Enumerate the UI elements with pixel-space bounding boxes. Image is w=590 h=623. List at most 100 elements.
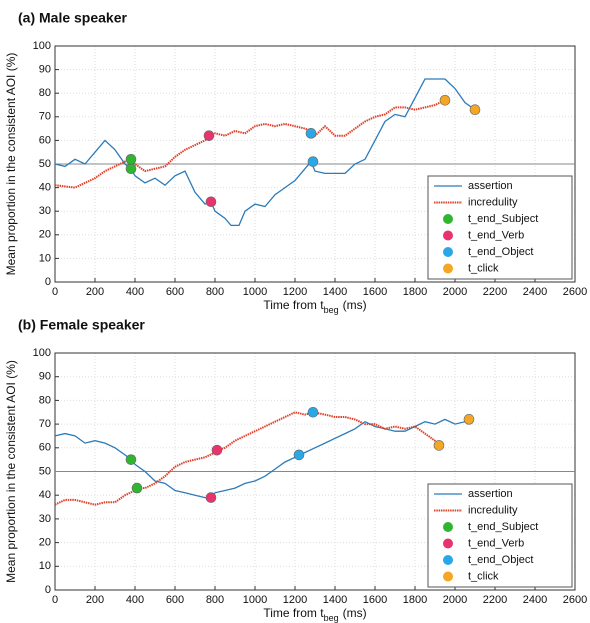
x-tick-label: 400 xyxy=(126,594,144,606)
event-marker xyxy=(125,153,137,165)
legend-swatch xyxy=(443,538,453,549)
event-marker xyxy=(305,128,317,139)
y-tick-label: 0 xyxy=(45,276,51,288)
event-marker xyxy=(433,440,445,451)
legend-swatch xyxy=(443,263,453,274)
y-tick-label: 40 xyxy=(39,489,51,501)
x-axis-label-main: Time from t xyxy=(263,298,324,312)
y-tick-label: 90 xyxy=(39,371,51,383)
y-tick-label: 30 xyxy=(39,513,51,525)
y-tick-label: 70 xyxy=(39,418,51,430)
y-tick-label: 0 xyxy=(45,584,51,596)
y-tick-label: 30 xyxy=(39,205,51,217)
x-tick-label: 2000 xyxy=(443,594,467,606)
event-marker xyxy=(307,156,319,167)
x-tick-label: 800 xyxy=(206,594,224,606)
y-tick-label: 50 xyxy=(39,465,51,477)
legend-swatch xyxy=(443,247,453,257)
legend-label: t_end_Verb xyxy=(468,229,524,241)
x-tick-label: 2600 xyxy=(563,286,587,298)
x-tick-label: 800 xyxy=(206,286,224,298)
x-tick-label: 0 xyxy=(52,286,58,298)
y-tick-label: 20 xyxy=(39,229,51,241)
y-tick-label: 10 xyxy=(39,560,51,572)
event-marker xyxy=(203,130,215,141)
y-tick-label: 80 xyxy=(39,394,51,406)
x-tick-label: 1200 xyxy=(283,594,307,606)
x-tick-label: 600 xyxy=(166,286,184,298)
legend-box xyxy=(427,483,573,588)
x-axis-label-main: Time from t xyxy=(263,606,324,620)
x-tick-label: 1000 xyxy=(243,286,267,298)
x-tick-label: 2600 xyxy=(563,594,587,606)
y-tick-label: 60 xyxy=(39,134,51,146)
legend-swatch xyxy=(443,555,453,565)
x-axis-label: Time from tbeg (ms) xyxy=(263,606,366,623)
legend-label: assertion xyxy=(468,180,513,192)
y-tick-label: 40 xyxy=(39,182,51,194)
legend-label: t_end_Verb xyxy=(468,537,524,549)
chart-title: (a) Male speaker xyxy=(18,10,127,26)
x-tick-label: 1400 xyxy=(323,286,347,298)
y-axis-label: Mean proportion in the consistent AOI (%… xyxy=(4,360,18,583)
legend-swatch xyxy=(443,571,453,582)
x-tick-label: 0 xyxy=(52,594,58,606)
legend-label: t_end_Subject xyxy=(468,521,538,533)
legend-label: t_end_Object xyxy=(468,246,533,258)
event-marker xyxy=(125,454,137,465)
x-axis-label-unit: (ms) xyxy=(343,606,367,620)
legend-box xyxy=(427,175,573,280)
x-tick-label: 1200 xyxy=(283,286,307,298)
legend-label: t_click xyxy=(468,570,499,582)
x-tick-label: 600 xyxy=(166,594,184,606)
event-marker xyxy=(131,482,143,494)
y-tick-label: 20 xyxy=(39,537,51,549)
event-marker xyxy=(307,406,319,418)
legend-label: assertion xyxy=(468,488,513,500)
x-tick-label: 1600 xyxy=(363,594,387,606)
x-tick-label: 1000 xyxy=(243,594,267,606)
event-marker xyxy=(211,444,223,456)
x-axis-label-sub: beg xyxy=(324,613,339,623)
y-tick-label: 100 xyxy=(33,40,51,52)
legend-swatch xyxy=(443,214,453,224)
legend-label: incredulity xyxy=(468,504,518,516)
y-tick-label: 100 xyxy=(33,347,51,359)
x-tick-label: 2000 xyxy=(443,286,467,298)
x-tick-label: 200 xyxy=(86,594,104,606)
event-marker xyxy=(293,449,305,461)
x-axis-label: Time from tbeg (ms) xyxy=(263,298,366,315)
y-tick-label: 60 xyxy=(39,442,51,454)
y-tick-label: 10 xyxy=(39,252,51,264)
legend-swatch xyxy=(443,522,453,532)
event-marker xyxy=(125,163,137,175)
y-tick-label: 90 xyxy=(39,64,51,76)
legend-label: t_end_Object xyxy=(468,554,533,566)
x-tick-label: 1400 xyxy=(323,594,347,606)
event-marker xyxy=(439,94,451,106)
x-tick-label: 2400 xyxy=(523,286,547,298)
series-line xyxy=(54,99,446,189)
x-tick-label: 1600 xyxy=(363,286,387,298)
y-tick-label: 70 xyxy=(39,111,51,123)
x-tick-label: 2200 xyxy=(483,286,507,298)
x-tick-label: 2200 xyxy=(483,594,507,606)
x-axis-label-unit: (ms) xyxy=(343,298,367,312)
event-marker xyxy=(469,104,481,116)
chart-title: (b) Female speaker xyxy=(18,317,145,333)
x-tick-label: 400 xyxy=(126,286,144,298)
x-axis-label-sub: beg xyxy=(324,305,339,315)
y-tick-label: 50 xyxy=(39,158,51,170)
legend-label: t_click xyxy=(468,262,499,274)
legend-label: incredulity xyxy=(468,196,518,208)
event-marker xyxy=(205,492,217,503)
x-tick-label: 1800 xyxy=(403,594,427,606)
event-marker xyxy=(463,414,475,425)
event-marker xyxy=(205,196,217,208)
y-tick-label: 80 xyxy=(39,87,51,99)
y-axis-label: Mean proportion in the consistent AOI (%… xyxy=(4,53,18,276)
x-tick-label: 2400 xyxy=(523,594,547,606)
legend-swatch xyxy=(443,230,453,241)
legend-label: t_end_Subject xyxy=(468,213,538,225)
